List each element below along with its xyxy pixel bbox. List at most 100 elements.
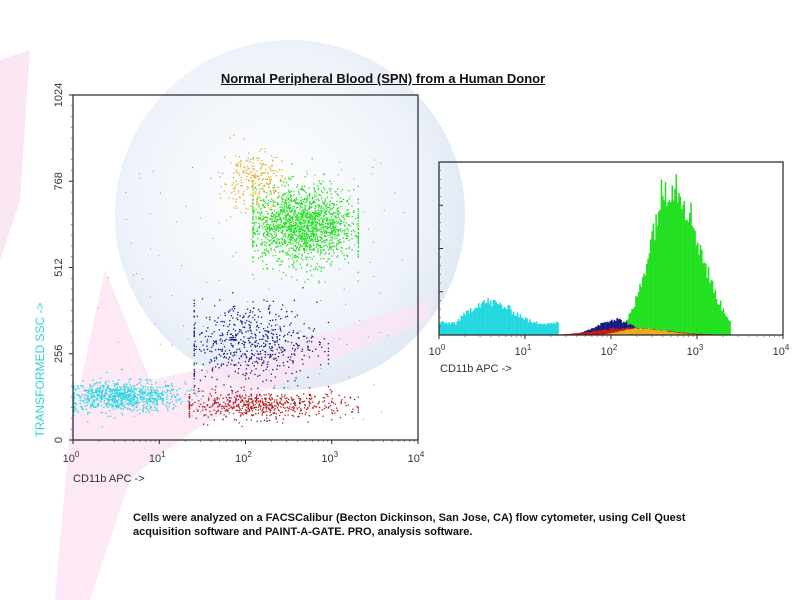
- scatter-point-pop-3: [223, 384, 225, 386]
- scatter-point-pop-4: [252, 227, 254, 229]
- scatter-point-pop-4: [330, 216, 333, 218]
- scatter-point-pop-3: [311, 335, 313, 337]
- scatter-point-pop-3: [243, 346, 246, 348]
- scatter-point-pop-1: [200, 398, 202, 400]
- scatter-point-pop-4: [357, 245, 359, 248]
- scatter-point-pop-4: [273, 214, 275, 216]
- scatter-point-pop-4: [311, 258, 313, 260]
- scatter-point-pop-2: [204, 414, 206, 416]
- scatter-point-pop-4: [295, 215, 297, 217]
- scatter-point-pop-5: [254, 177, 256, 179]
- scatter-point-pop-4: [331, 225, 334, 228]
- scatter-point-pop-4: [276, 240, 278, 242]
- scatter-point-pop-4: [275, 220, 277, 222]
- scatter-point-pop-3: [327, 358, 330, 361]
- scatter-point-pop-4: [300, 233, 303, 235]
- scatter-point-pop-3: [295, 342, 297, 345]
- scatter-point-pop-5: [263, 147, 265, 150]
- histogram-bar-series-4: [682, 333, 684, 335]
- scatter-point-pop-2: [297, 396, 300, 398]
- scatter-point-pop-5: [254, 173, 257, 175]
- scatter-point-pop-4: [317, 240, 319, 242]
- scatter-point-pop-4: [357, 239, 359, 241]
- scatter-point-pop-1: [122, 408, 124, 410]
- scatter-point-pop-2: [281, 396, 283, 398]
- scatter-point-pop-3: [301, 358, 303, 361]
- histogram-bar-series-5: [699, 333, 702, 335]
- scatter-point-pop-4: [295, 245, 297, 247]
- scatter-point-pop-3: [265, 351, 267, 353]
- scatter-point-debris: [343, 288, 345, 290]
- scatter-point-pop-4: [315, 225, 317, 228]
- scatter-point-pop-3: [267, 353, 269, 356]
- histogram-bar-series-1: [464, 315, 467, 335]
- scatter-point-pop-1: [111, 390, 113, 392]
- scatter-point-pop-4: [316, 236, 319, 239]
- scatter-point-pop-2: [351, 411, 353, 413]
- scatter-point-pop-1: [135, 401, 137, 403]
- scatter-x-tick-label: 100: [63, 450, 80, 465]
- scatter-point-pop-5: [251, 180, 253, 183]
- scatter-point-pop-1: [126, 394, 128, 396]
- scatter-point-pop-3: [292, 347, 294, 350]
- scatter-point-pop-4: [336, 212, 339, 214]
- scatter-point-pop-4: [277, 226, 279, 228]
- scatter-point-pop-5: [248, 179, 251, 182]
- histogram-bar-series-1: [488, 304, 491, 335]
- scatter-point-pop-5: [270, 207, 272, 209]
- scatter-point-pop-4: [269, 230, 271, 232]
- scatter-point-pop-3: [266, 363, 268, 365]
- scatter-point-pop-4: [276, 203, 279, 205]
- scatter-point-pop-2: [292, 405, 295, 408]
- scatter-point-pop-1: [78, 395, 80, 397]
- histogram-bar-series-2: [649, 239, 652, 335]
- scatter-point-debris: [97, 307, 99, 309]
- scatter-point-pop-4: [336, 204, 338, 206]
- scatter-point-pop-3: [193, 334, 195, 336]
- scatter-point-pop-1: [126, 399, 128, 401]
- scatter-point-pop-3: [224, 355, 226, 358]
- y-tick-label: 0: [53, 437, 65, 443]
- scatter-point-pop-5: [243, 200, 245, 202]
- scatter-point-debris: [171, 295, 173, 297]
- scatter-point-pop-2: [243, 404, 245, 406]
- scatter-point-pop-3: [282, 347, 284, 349]
- scatter-point-pop-1: [83, 401, 85, 403]
- scatter-point-pop-2: [313, 396, 316, 398]
- scatter-point-pop-4: [293, 249, 295, 252]
- scatter-point-pop-4: [353, 210, 355, 212]
- scatter-point-pop-4: [345, 229, 347, 231]
- scatter-point-pop-3: [274, 328, 277, 331]
- histogram-bar-series-1: [525, 317, 527, 335]
- scatter-point-pop-4: [293, 212, 295, 214]
- scatter-point-pop-1: [93, 402, 95, 404]
- scatter-point-pop-4: [337, 235, 339, 237]
- scatter-point-pop-5: [255, 176, 257, 179]
- scatter-point-pop-4: [272, 225, 274, 227]
- scatter-point-pop-1: [87, 391, 89, 394]
- scatter-point-pop-4: [257, 233, 259, 235]
- scatter-point-pop-5: [233, 186, 236, 188]
- scatter-point-pop-3: [227, 361, 229, 364]
- scatter-point-pop-5: [235, 165, 237, 167]
- scatter-point-pop-4: [308, 222, 310, 224]
- scatter-point-pop-4: [292, 260, 295, 262]
- scatter-point-pop-4: [296, 246, 299, 248]
- scatter-point-pop-1: [79, 403, 81, 405]
- scatter-point-pop-3: [284, 349, 286, 352]
- scatter-point-pop-1: [91, 401, 93, 403]
- scatter-point-pop-4: [278, 229, 280, 231]
- scatter-point-pop-1: [88, 391, 90, 393]
- histogram-bar-series-2: [722, 308, 725, 335]
- scatter-point-pop-4: [292, 199, 294, 202]
- scatter-point-pop-3: [222, 334, 224, 336]
- scatter-point-pop-1: [119, 392, 121, 395]
- histogram-bar-series-5: [578, 332, 581, 335]
- scatter-point-pop-4: [346, 228, 348, 230]
- scatter-point-pop-2: [221, 407, 223, 409]
- scatter-point-pop-4: [329, 205, 331, 207]
- scatter-point-pop-1: [149, 393, 152, 395]
- scatter-point-pop-4: [297, 236, 300, 239]
- scatter-point-pop-1: [101, 394, 103, 397]
- scatter-point-pop-4: [331, 231, 333, 234]
